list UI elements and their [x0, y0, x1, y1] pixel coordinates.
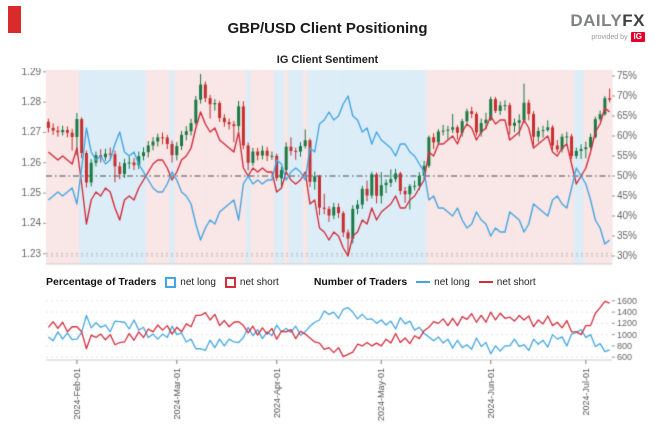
- brand-daily: DAILY: [570, 11, 623, 30]
- chart-legend: Percentage of Traders net long net short…: [46, 270, 536, 294]
- net-short-label: net short: [496, 276, 536, 288]
- dailyfx-logo[interactable]: DAILYFX provided by IG: [570, 12, 645, 42]
- page-title: GBP/USD Client Positioning: [227, 20, 428, 37]
- net-short-box-icon: [224, 276, 236, 288]
- net-short-line-icon: [478, 281, 493, 283]
- red-accent-bar: [8, 6, 21, 33]
- dailyfx-wordmark: DAILYFX: [570, 12, 645, 29]
- legend-pct-net-short[interactable]: net short: [224, 276, 279, 288]
- chart-subtitle: IG Client Sentiment: [276, 54, 379, 66]
- net-long-label: net long: [434, 276, 470, 288]
- legend-number-title: Number of Traders: [313, 276, 408, 288]
- number-of-traders-chart-canvas: [0, 294, 655, 428]
- brand-fx: FX: [622, 11, 645, 30]
- net-long-box-icon: [165, 276, 177, 288]
- net-long-line-icon: [416, 281, 431, 283]
- legend-num-net-long[interactable]: net long: [416, 277, 470, 288]
- ig-logo: IG: [630, 32, 645, 42]
- provided-by-line: provided by IG: [570, 32, 645, 42]
- net-short-label: net short: [239, 276, 279, 288]
- net-long-label: net long: [180, 276, 216, 288]
- sentiment-price-chart-canvas: [0, 68, 655, 268]
- legend-percentage-title: Percentage of Traders: [46, 276, 157, 288]
- provided-by-text: provided by: [591, 33, 628, 41]
- legend-pct-net-long[interactable]: net long: [165, 276, 216, 288]
- legend-num-net-short[interactable]: net short: [478, 276, 536, 288]
